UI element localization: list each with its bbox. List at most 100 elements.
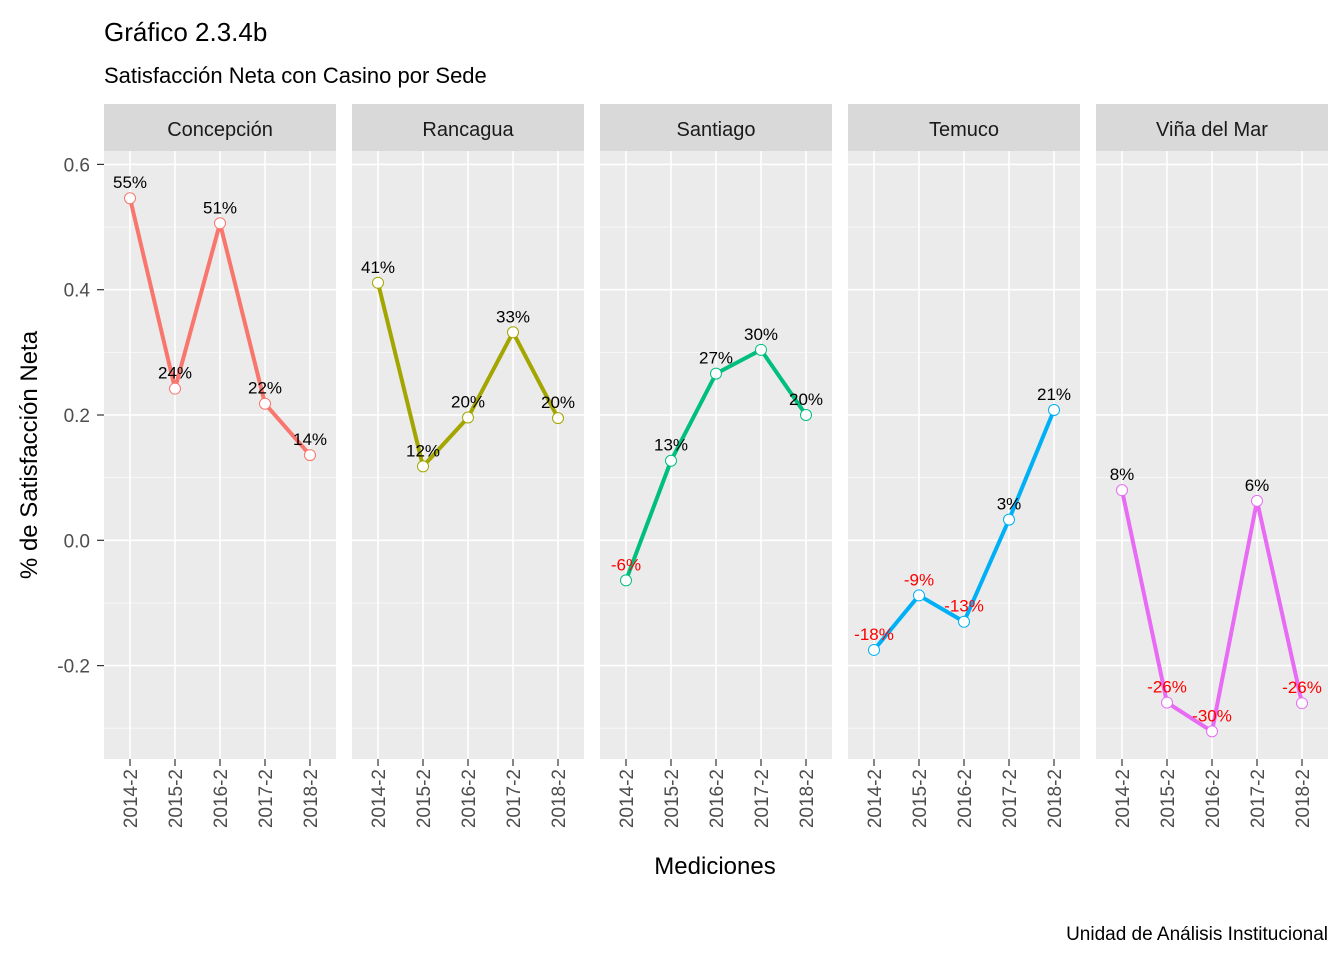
facet-strip — [104, 104, 336, 151]
data-label: 6% — [1245, 476, 1270, 495]
data-point — [462, 411, 474, 424]
facet-panel: Temuco 2014-2 2015-2 2016-2 2017-2 2018-2 -18%… — [848, 104, 1080, 828]
data-label: -18% — [854, 625, 894, 644]
data-label: 22% — [248, 379, 282, 398]
x-tick-label: 2016-2 — [459, 769, 480, 828]
facet-strip-label: Concepción — [167, 119, 273, 141]
data-point — [1206, 725, 1218, 738]
data-point — [372, 276, 384, 289]
data-point — [1296, 697, 1308, 710]
data-point — [755, 343, 767, 356]
x-tick-label: 2018-2 — [549, 769, 570, 828]
data-point — [1116, 484, 1128, 497]
x-tick-label: 2018-2 — [1045, 769, 1066, 828]
facet-strip — [848, 104, 1080, 151]
x-tick-label: 2018-2 — [797, 769, 818, 828]
data-point — [124, 192, 136, 205]
facet-panel: Santiago 2014-2 2015-2 2016-2 2017-2 2018-2 -6… — [600, 104, 832, 828]
data-point — [958, 615, 970, 628]
x-tick-label: 2017-2 — [1248, 769, 1269, 828]
data-point — [620, 574, 632, 587]
data-label: 13% — [654, 436, 688, 455]
facet-strip-label: Santiago — [677, 119, 756, 141]
facet-strip-label: Temuco — [929, 119, 999, 141]
x-tick-label: 2017-2 — [1000, 769, 1021, 828]
y-tick-label: 0.0 — [64, 531, 90, 552]
data-label: 55% — [113, 173, 147, 192]
y-tick-label: 0.2 — [64, 406, 90, 427]
x-tick-label: 2014-2 — [865, 769, 886, 828]
data-label: -26% — [1147, 678, 1187, 697]
data-point — [665, 454, 677, 467]
x-tick-label: 2015-2 — [166, 769, 187, 828]
facet-strip — [600, 104, 832, 151]
x-tick-label: 2015-2 — [1158, 769, 1179, 828]
x-tick-label: 2017-2 — [256, 769, 277, 828]
data-label: 20% — [451, 393, 485, 412]
facet-panel: Rancagua 2014-2 2015-2 2016-2 2017-2 2018-2 41… — [352, 104, 584, 828]
data-label: 41% — [361, 258, 395, 277]
x-tick-label: 2015-2 — [414, 769, 435, 828]
data-label: 3% — [997, 495, 1022, 514]
facet-panels: Concepción 2014-2 2015-2 2016-2 2017-2 2018-2… — [104, 104, 1328, 828]
x-tick-label: 2016-2 — [211, 769, 232, 828]
x-axis-title: Mediciones — [654, 853, 775, 880]
data-label: 12% — [406, 441, 440, 460]
data-point — [1161, 696, 1173, 709]
x-tick-label: 2016-2 — [955, 769, 976, 828]
data-point — [710, 367, 722, 380]
y-tick-label: 0.6 — [64, 155, 90, 176]
x-tick-label: 2014-2 — [1113, 769, 1134, 828]
data-point — [552, 412, 564, 425]
x-tick-label: 2018-2 — [1293, 769, 1314, 828]
y-tick-label: 0.4 — [64, 281, 91, 302]
x-tick-label: 2014-2 — [617, 769, 638, 828]
facet-strip — [1096, 104, 1328, 151]
data-point — [800, 409, 812, 421]
facet-panel: Viña del Mar 2014-2 2015-2 2016-2 2017-2 2018… — [1096, 104, 1328, 828]
facet-strip-label: Rancagua — [422, 119, 514, 141]
x-tick-label: 2018-2 — [301, 769, 322, 828]
chart-caption: Unidad de Análisis Institucional — [1066, 924, 1328, 945]
y-tick-label: -0.2 — [57, 657, 90, 678]
x-tick-label: 2014-2 — [121, 769, 142, 828]
x-tick-label: 2016-2 — [1203, 769, 1224, 828]
data-label: 14% — [293, 430, 327, 449]
data-label: -30% — [1192, 706, 1232, 725]
data-point — [507, 326, 519, 339]
y-axis: -0.2 0.0 0.2 0.4 0.6 — [57, 155, 104, 678]
data-point — [304, 449, 316, 462]
data-point — [868, 643, 880, 656]
x-tick-label: 2015-2 — [662, 769, 683, 828]
data-point — [214, 217, 226, 230]
facet-strip — [352, 104, 584, 151]
data-label: 24% — [158, 364, 192, 383]
chart-subtitle: Satisfacción Neta con Casino por Sede — [104, 63, 487, 88]
data-label: 51% — [203, 198, 237, 217]
data-point — [1003, 513, 1015, 526]
data-point — [913, 589, 925, 602]
data-label: 27% — [699, 349, 733, 368]
data-label: -9% — [904, 570, 934, 589]
data-label: 30% — [744, 325, 778, 344]
data-label: -6% — [611, 555, 641, 574]
data-label: 21% — [1037, 385, 1071, 404]
x-tick-label: 2015-2 — [910, 769, 931, 828]
x-tick-label: 2017-2 — [752, 769, 773, 828]
data-label: 20% — [541, 393, 575, 412]
y-axis-title: % de Satisfacción Neta — [16, 330, 43, 579]
data-point — [417, 460, 429, 473]
facet-panel: Concepción 2014-2 2015-2 2016-2 2017-2 2018-2… — [104, 104, 336, 828]
data-label: -26% — [1282, 678, 1322, 697]
data-label: 33% — [496, 307, 530, 326]
chart-title: Gráfico 2.3.4b — [104, 17, 267, 47]
data-label: -13% — [944, 597, 984, 616]
data-point — [1048, 403, 1060, 416]
x-tick-label: 2014-2 — [369, 769, 390, 828]
data-point — [1251, 494, 1263, 507]
data-label: 8% — [1110, 465, 1135, 484]
data-label: 20% — [789, 390, 823, 409]
data-point — [259, 397, 271, 410]
data-point — [169, 382, 181, 395]
